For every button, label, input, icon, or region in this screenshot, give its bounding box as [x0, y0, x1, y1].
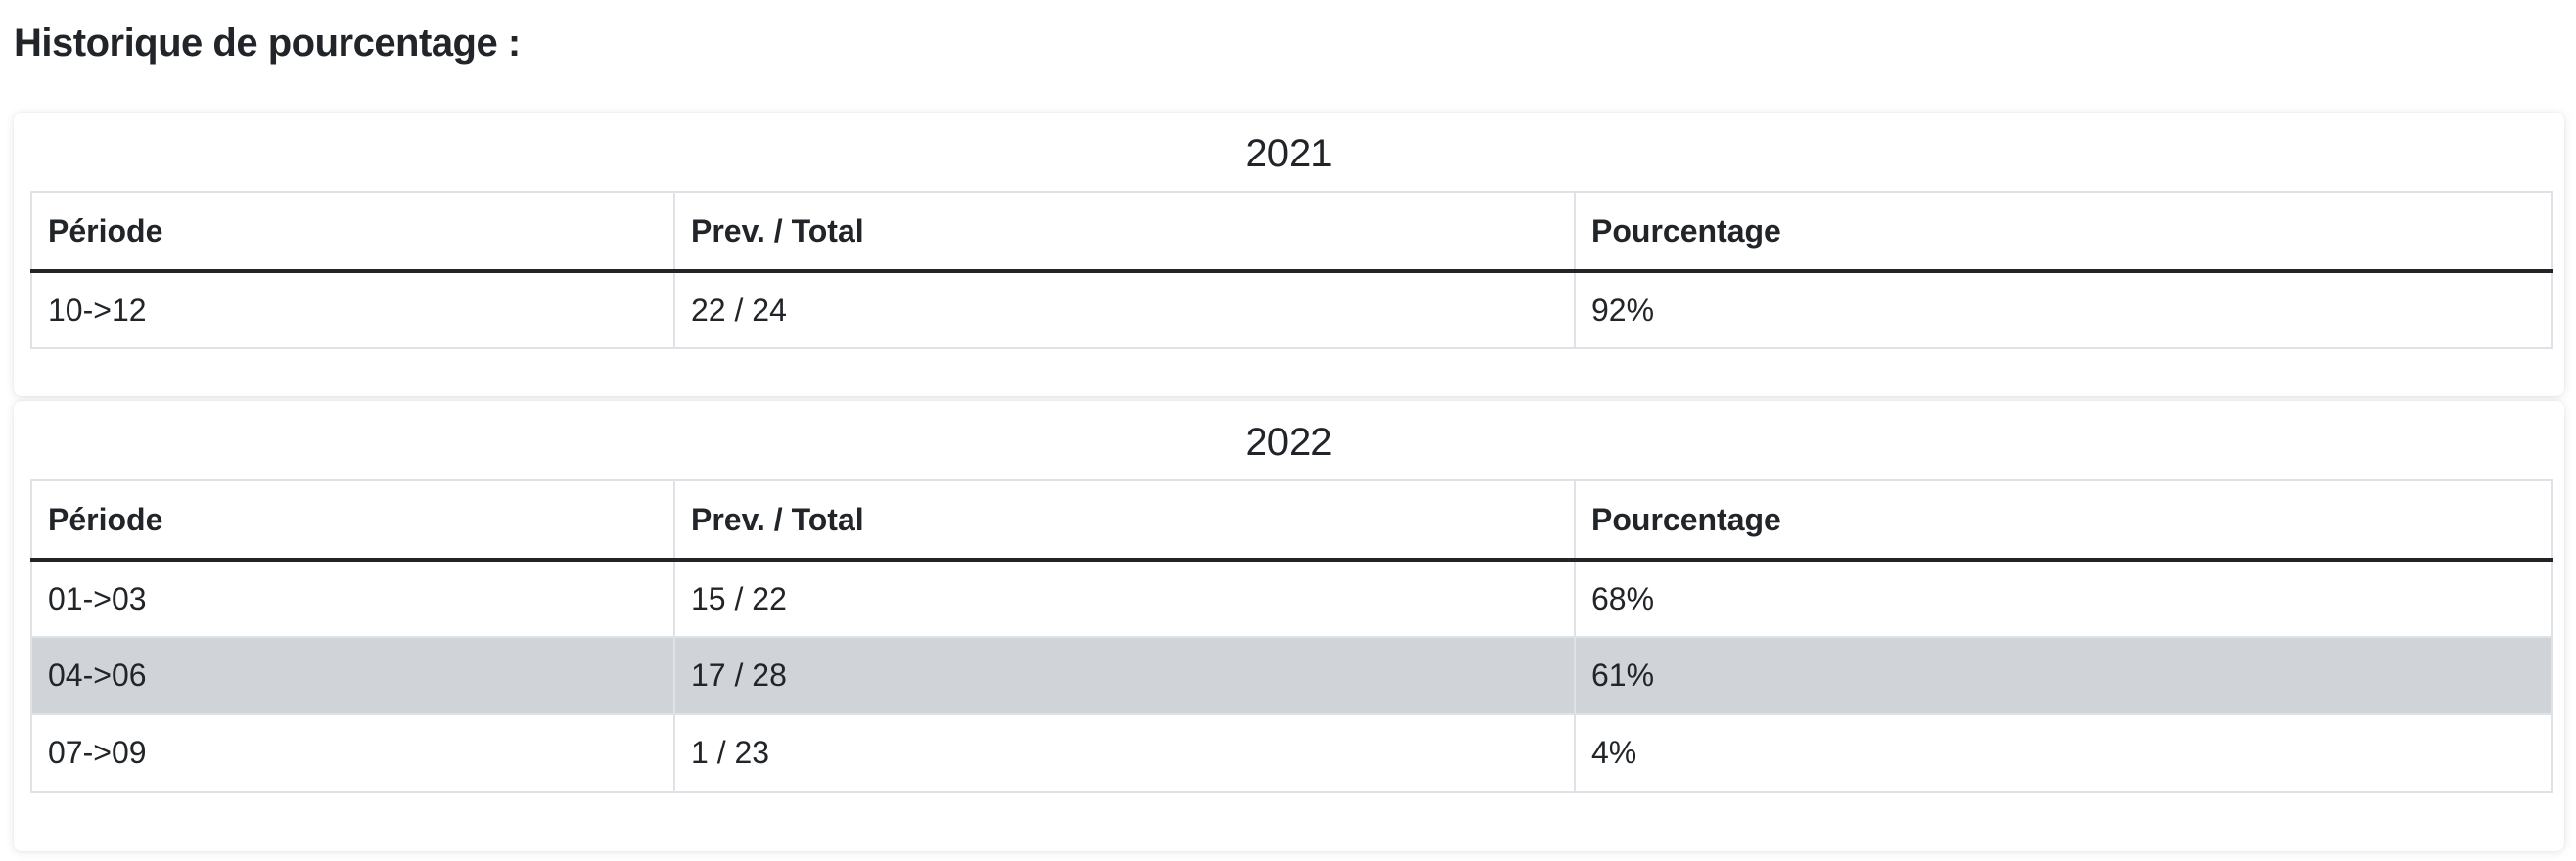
- cell-periode: 01->03: [30, 559, 675, 638]
- year-title: 2022: [1245, 421, 1333, 464]
- year-card-2021: 2021 Période Prev. / Total Pourcentage 1…: [14, 113, 2564, 396]
- cell-periode: 07->09: [30, 713, 675, 793]
- cell-prev-total: 17 / 28: [673, 636, 1576, 715]
- page-title: Historique de pourcentage :: [14, 22, 521, 65]
- history-table-2021: Période Prev. / Total Pourcentage 10->12…: [30, 191, 2553, 349]
- history-table-2022: Période Prev. / Total Pourcentage 01->03…: [30, 479, 2553, 793]
- table-row: 10->12 22 / 24 92%: [30, 270, 2553, 349]
- cell-pourcentage: 61%: [1574, 636, 2553, 715]
- header-pourcentage: Pourcentage: [1574, 479, 2553, 562]
- year-card-2022: 2022 Période Prev. / Total Pourcentage 0…: [14, 401, 2564, 851]
- table-header-row: Période Prev. / Total Pourcentage: [30, 479, 2553, 562]
- year-title: 2021: [1245, 132, 1333, 175]
- cell-prev-total: 1 / 23: [673, 713, 1576, 793]
- cell-pourcentage: 92%: [1574, 270, 2553, 349]
- header-pourcentage: Pourcentage: [1574, 191, 2553, 273]
- cell-prev-total: 15 / 22: [673, 559, 1576, 638]
- header-periode: Période: [30, 191, 675, 273]
- cell-prev-total: 22 / 24: [673, 270, 1576, 349]
- table-row: 07->09 1 / 23 4%: [30, 713, 2553, 793]
- cell-periode: 04->06: [30, 636, 675, 715]
- cell-pourcentage: 68%: [1574, 559, 2553, 638]
- table-row: 01->03 15 / 22 68%: [30, 559, 2553, 638]
- table-row-highlighted: 04->06 17 / 28 61%: [30, 636, 2553, 715]
- cell-periode: 10->12: [30, 270, 675, 349]
- header-prev-total: Prev. / Total: [673, 479, 1576, 562]
- table-header-row: Période Prev. / Total Pourcentage: [30, 191, 2553, 273]
- header-periode: Période: [30, 479, 675, 562]
- header-prev-total: Prev. / Total: [673, 191, 1576, 273]
- cell-pourcentage: 4%: [1574, 713, 2553, 793]
